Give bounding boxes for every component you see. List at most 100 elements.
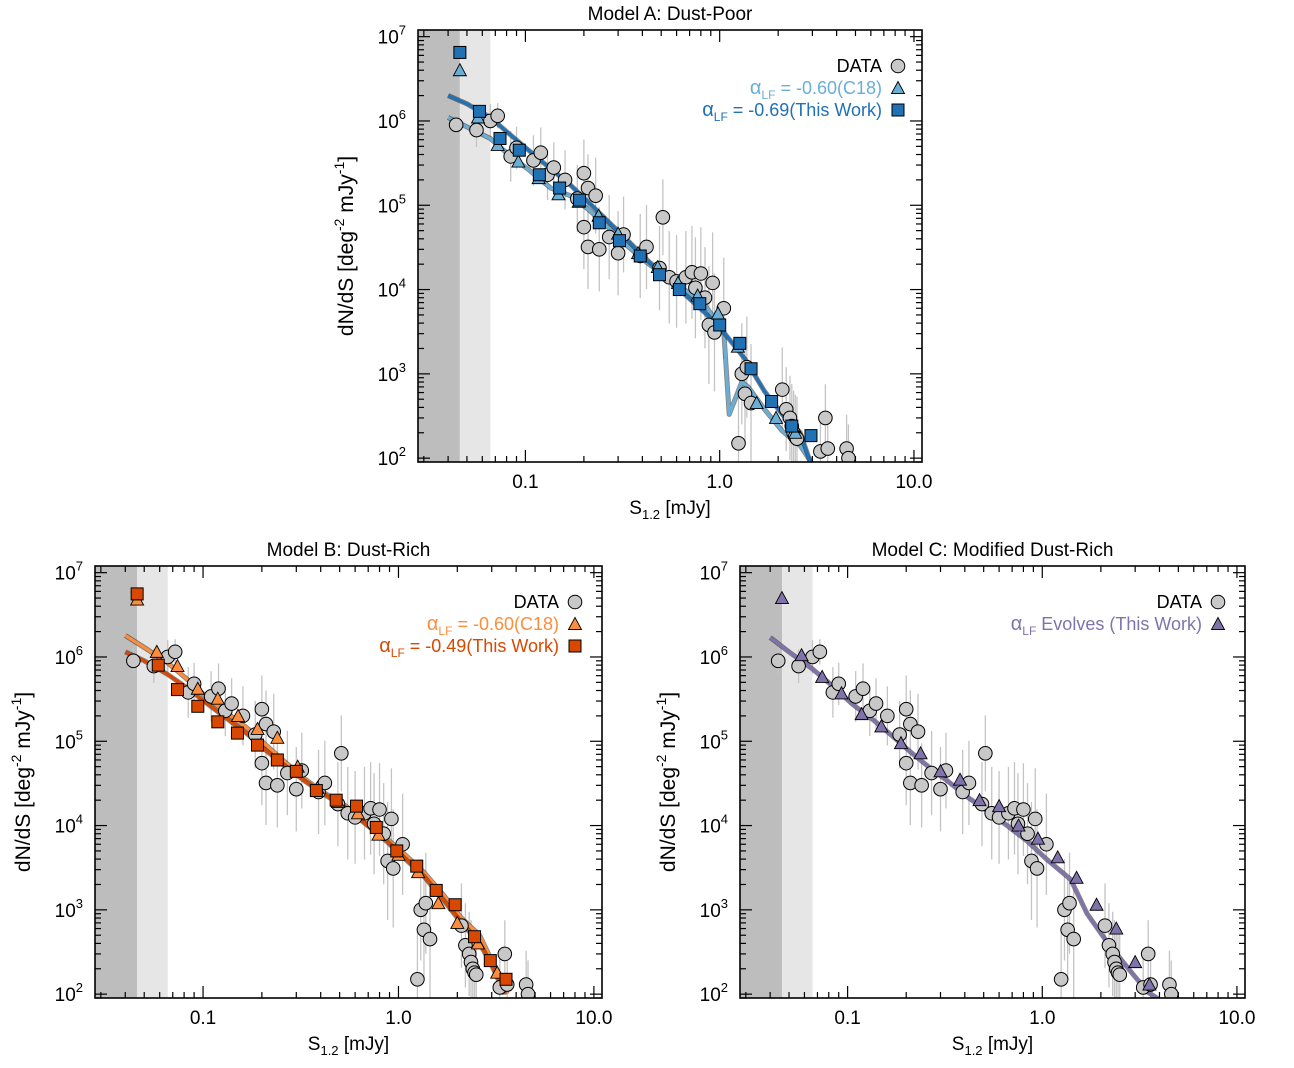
model-point-b_this — [369, 820, 383, 834]
model-point-c_evol — [933, 763, 948, 778]
data-point — [546, 160, 562, 175]
model-line-a_c18 — [447, 116, 813, 462]
model-point-b_c18 — [270, 730, 285, 744]
model-point-b_c18 — [250, 721, 265, 735]
data-point — [1140, 946, 1156, 962]
chart-title: Model A: Dust-Poor — [588, 4, 753, 25]
x-tick-label: 0.1 — [512, 472, 538, 493]
legend-label: αLF = -0.69(This Work) — [702, 99, 882, 124]
model-point-c_evol — [834, 685, 849, 700]
data-point — [520, 986, 536, 998]
legend-label: αLF = -0.49(This Work) — [379, 635, 559, 660]
data-point — [270, 778, 285, 793]
y-axis-label: dN/dS [deg-2 mJy-1] — [653, 692, 680, 872]
y-tick-label: 105 — [55, 727, 83, 753]
data-point — [334, 745, 349, 761]
data-point — [448, 117, 464, 133]
data-point — [791, 658, 806, 674]
shaded-band-light — [459, 30, 491, 462]
data-point — [224, 696, 239, 711]
data-point — [418, 895, 434, 911]
y-tick-label: 103 — [700, 896, 728, 922]
y-tick-label: 106 — [378, 107, 406, 133]
plot-frame — [94, 565, 603, 999]
data-point — [1066, 931, 1081, 947]
y-tick-label: 104 — [378, 276, 406, 302]
plot-area — [123, 587, 536, 998]
data-point — [774, 382, 790, 397]
model-point-a_c18 — [511, 154, 526, 168]
legend-marker — [1210, 616, 1226, 630]
model-point-c_evol — [1030, 831, 1046, 845]
legend-label: αLF = -0.60(C18) — [427, 613, 559, 638]
y-tick-label: 102 — [700, 980, 728, 1006]
plot-frame — [417, 29, 923, 463]
shaded-band-light — [781, 566, 813, 998]
model-point-c_evol — [1011, 818, 1026, 832]
data-point — [490, 108, 505, 124]
shaded-band-dark — [740, 566, 782, 998]
legend-label: DATA — [1157, 592, 1202, 612]
data-point — [978, 745, 993, 761]
model-point-b_c18 — [230, 708, 246, 722]
model-point-c_evol — [1069, 870, 1084, 884]
y-tick-label: 107 — [378, 23, 406, 49]
model-point-c_evol — [1142, 977, 1157, 991]
y-tick-label: 103 — [55, 896, 83, 922]
model-point-a_this — [472, 104, 486, 118]
model-point-a_this — [765, 394, 779, 408]
shaded-band-dark — [95, 566, 138, 998]
plot-area — [768, 590, 1179, 998]
model-point-c_evol — [893, 735, 909, 750]
legend-marker — [567, 616, 583, 630]
data-point — [469, 122, 484, 138]
y-axis-label: dN/dS [deg-2 mJy-1] — [331, 156, 358, 336]
model-point-a_this — [804, 429, 818, 443]
model-point-b_this — [151, 658, 165, 672]
data-point — [1062, 895, 1077, 911]
data-point — [820, 441, 836, 456]
x-tick-label: 10.0 — [575, 1008, 612, 1029]
x-tick-label: 0.1 — [190, 1008, 216, 1029]
legend-marker — [890, 58, 906, 74]
model-point-a_this — [713, 318, 727, 332]
model-point-c_evol — [972, 792, 987, 807]
model-point-c_evol — [874, 718, 889, 733]
x-tick-label: 1.0 — [1029, 1008, 1055, 1029]
legend-label: αLF Evolves (This Work) — [1011, 613, 1202, 638]
data-point — [576, 165, 592, 181]
model-point-b_this — [468, 930, 482, 944]
model-point-b_this — [211, 715, 225, 729]
data-point — [855, 681, 871, 697]
model-point-c_evol — [794, 647, 809, 662]
data-point — [1112, 967, 1128, 983]
y-tick-label: 103 — [378, 360, 406, 386]
model-point-b_this — [309, 784, 323, 798]
data-point — [410, 971, 425, 987]
x-tick-label: 0.1 — [834, 1008, 860, 1029]
y-tick-label: 107 — [55, 559, 83, 585]
legend-label: DATA — [514, 592, 559, 612]
model-point-b_c18 — [450, 915, 465, 929]
data-point — [770, 653, 786, 669]
legend-marker — [891, 103, 905, 117]
model-point-a_this — [693, 297, 707, 311]
model-point-a_c18 — [452, 62, 468, 77]
data-point — [731, 435, 746, 451]
x-tick-label: 10.0 — [1218, 1008, 1255, 1029]
panel-model-b: 0.1 1.0 10.0 102 103 104 105 106 107 Model B: Dus… — [8, 540, 612, 1058]
x-axis-label: S1.2 [mJy] — [629, 498, 710, 522]
data-point — [1163, 986, 1179, 998]
model-point-b_this — [410, 859, 424, 873]
data-point — [254, 755, 270, 771]
model-point-a_this — [493, 131, 507, 145]
data-point — [254, 701, 270, 717]
data-point — [610, 245, 626, 261]
y-tick-label: 102 — [378, 444, 406, 470]
data-point — [497, 946, 513, 962]
model-point-b_c18 — [210, 691, 226, 705]
y-tick-label: 102 — [55, 980, 83, 1006]
data-point — [591, 242, 607, 257]
plot-area — [446, 45, 856, 462]
model-point-a_this — [733, 336, 747, 350]
